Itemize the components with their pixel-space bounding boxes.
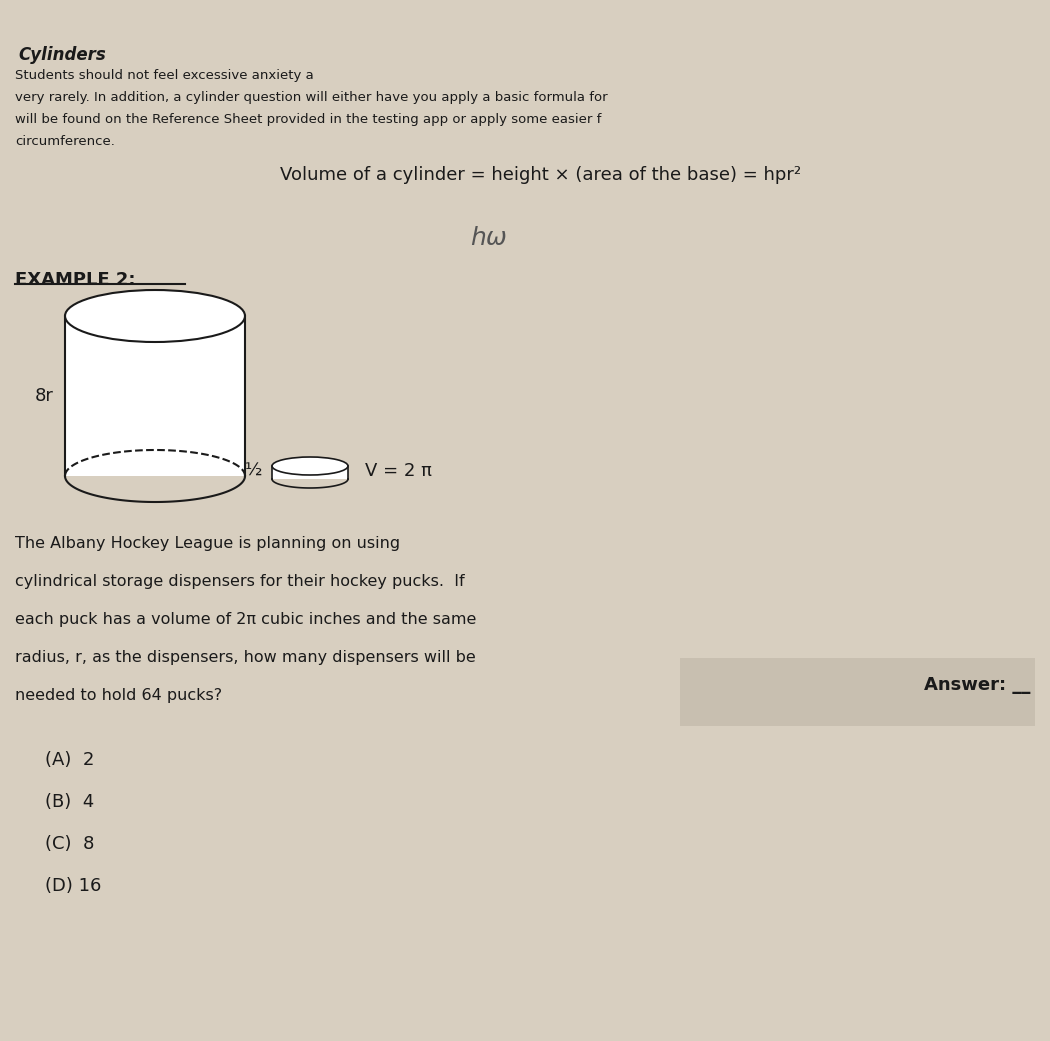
- Text: cylindrical storage dispensers for their hockey pucks.  If: cylindrical storage dispensers for their…: [15, 574, 464, 589]
- Ellipse shape: [65, 290, 245, 342]
- Text: Students should not feel excessive anxiety a: Students should not feel excessive anxie…: [15, 69, 314, 82]
- Text: Volume of a cylinder = height × (area of the base) = hpr²: Volume of a cylinder = height × (area of…: [280, 166, 801, 184]
- Text: circumference.: circumference.: [15, 135, 114, 148]
- Text: (A)  2: (A) 2: [45, 751, 94, 769]
- Text: ½: ½: [245, 462, 262, 480]
- Text: (C)  8: (C) 8: [45, 835, 94, 853]
- Ellipse shape: [272, 457, 348, 475]
- Text: very rarely. In addition, a cylinder question will either have you apply a basic: very rarely. In addition, a cylinder que…: [15, 91, 612, 104]
- Text: The Albany Hockey League is planning on using: The Albany Hockey League is planning on …: [15, 536, 400, 551]
- Text: (D) 16: (D) 16: [45, 877, 102, 895]
- Text: Answer: __: Answer: __: [924, 676, 1030, 694]
- Text: EXAMPLE 2:: EXAMPLE 2:: [15, 271, 135, 289]
- Text: needed to hold 64 pucks?: needed to hold 64 pucks?: [15, 688, 223, 703]
- Text: V = 2 π: V = 2 π: [365, 462, 432, 480]
- Text: radius, r, as the dispensers, how many dispensers will be: radius, r, as the dispensers, how many d…: [15, 650, 476, 665]
- Text: each puck has a volume of 2π cubic inches and the same: each puck has a volume of 2π cubic inche…: [15, 612, 477, 627]
- Polygon shape: [65, 316, 245, 476]
- Polygon shape: [272, 466, 348, 479]
- Text: 8r: 8r: [35, 387, 54, 405]
- Text: Cylinders: Cylinders: [18, 46, 106, 64]
- Text: hω: hω: [470, 226, 507, 250]
- Text: will be found on the Reference Sheet provided in the testing app or apply some e: will be found on the Reference Sheet pro…: [15, 113, 602, 126]
- FancyBboxPatch shape: [680, 658, 1035, 726]
- Text: (B)  4: (B) 4: [45, 793, 94, 811]
